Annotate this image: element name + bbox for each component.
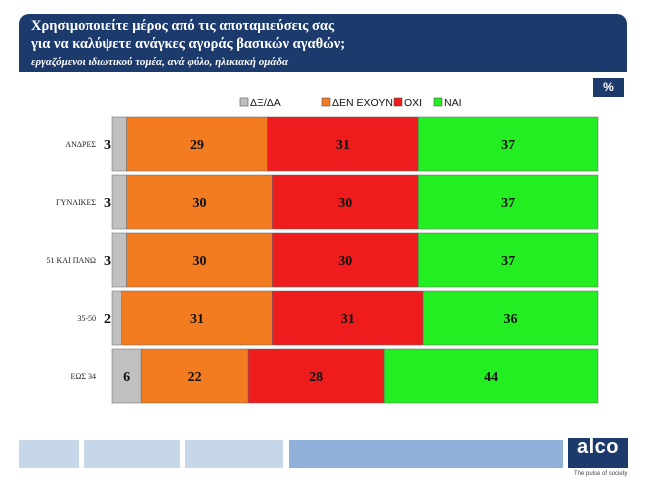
- bar-segment-1-1: [126, 174, 273, 230]
- bar-segment-0-3: [417, 116, 599, 172]
- data-label-3-2: 31: [341, 312, 355, 327]
- data-label-1-0: 3: [104, 196, 111, 211]
- category-label-0: ΑΝΔΡΕΣ: [65, 140, 96, 149]
- bar-segment-3-0: [111, 290, 122, 346]
- bar-segment-1-0: [111, 174, 127, 230]
- data-label-2-1: 30: [192, 254, 206, 269]
- bar-segment-2-3: [417, 232, 599, 288]
- data-label-4-3: 44: [484, 370, 498, 385]
- bar-segment-0-0: [111, 116, 127, 172]
- data-label-1-3: 37: [501, 196, 515, 211]
- bar-segment-4-3: [383, 348, 599, 404]
- bar-segment-4-1: [140, 348, 249, 404]
- data-label-0-3: 37: [501, 138, 515, 153]
- bar-segment-4-2: [247, 348, 385, 404]
- category-label-4: ΕΩΣ 34: [71, 372, 97, 381]
- bar-segment-3-3: [422, 290, 599, 346]
- page-title: Χρησιμοποιείτε μέρος από τις αποταμιεύσε…: [31, 18, 335, 34]
- logo-tagline: The pulse of society: [574, 471, 628, 477]
- bar-segment-2-0: [111, 232, 127, 288]
- category-label-2: 51 ΚΑΙ ΠΑΝΩ: [47, 256, 97, 265]
- data-label-1-2: 30: [338, 196, 352, 211]
- legend-swatch-1: [321, 97, 331, 107]
- legend-swatch-0: [239, 97, 249, 107]
- alco-logo: alco: [568, 436, 628, 468]
- category-label-3: 35-50: [77, 314, 96, 323]
- data-label-4-1: 22: [188, 370, 202, 385]
- legend-swatch-3: [433, 97, 443, 107]
- page-subtitle: εργαζόμενοι ιδιωτικού τομέα, ανά φύλο, η…: [31, 56, 289, 68]
- data-label-2-3: 37: [501, 254, 515, 269]
- data-label-2-2: 30: [338, 254, 352, 269]
- legend-label-2: ΟΧΙ: [404, 97, 422, 109]
- bar-segment-4-0: [111, 348, 142, 404]
- legend-label-0: ΔΞ/ΔΑ: [250, 97, 281, 109]
- data-label-1-1: 30: [192, 196, 206, 211]
- data-label-2-0: 3: [104, 254, 111, 269]
- footer-strip-4: [289, 440, 563, 468]
- footer-strip-3: [185, 440, 283, 468]
- category-label-1: ΓΥΝΑΙΚΕΣ: [56, 198, 96, 207]
- data-label-3-0: 2: [104, 312, 111, 327]
- stacked-bar-chart: ΔΞ/ΔΑ ΔΕΝ ΕΧΟΥΝ ΟΧΙ ΝΑΙ ΑΝΔΡΕΣ 3 29 31 37 ΓΥΝΑΙΚΕ…: [47, 97, 599, 404]
- page-title-line2: για να καλύψετε ανάγκες αγοράς βασικών α…: [31, 36, 346, 52]
- legend-label-3: ΝΑΙ: [444, 97, 462, 109]
- data-label-3-3: 36: [504, 312, 518, 327]
- data-label-3-1: 31: [190, 312, 204, 327]
- data-label-4-2: 28: [309, 370, 323, 385]
- percent-badge: %: [593, 78, 624, 97]
- data-label-0-1: 29: [190, 138, 204, 153]
- data-label-0-0: 3: [104, 138, 111, 153]
- legend-label-1: ΔΕΝ ΕΧΟΥΝ: [332, 97, 393, 109]
- bar-segment-3-2: [272, 290, 424, 346]
- header-banner: Χρησιμοποιείτε μέρος από τις αποταμιεύσε…: [19, 14, 627, 72]
- data-label-4-0: 6: [123, 370, 130, 385]
- bar-segment-1-3: [417, 174, 599, 230]
- bar-segment-3-1: [121, 290, 273, 346]
- bar-segment-2-1: [126, 232, 273, 288]
- logo-text: alco: [576, 436, 620, 458]
- bar-segment-1-2: [272, 174, 419, 230]
- footer-strip-2: [84, 440, 180, 468]
- bar-segment-0-1: [126, 116, 268, 172]
- legend-swatch-2: [393, 97, 403, 107]
- data-label-0-2: 31: [336, 138, 350, 153]
- bar-segment-2-2: [272, 232, 419, 288]
- bar-segment-0-2: [267, 116, 419, 172]
- footer-strip-1: [19, 440, 79, 468]
